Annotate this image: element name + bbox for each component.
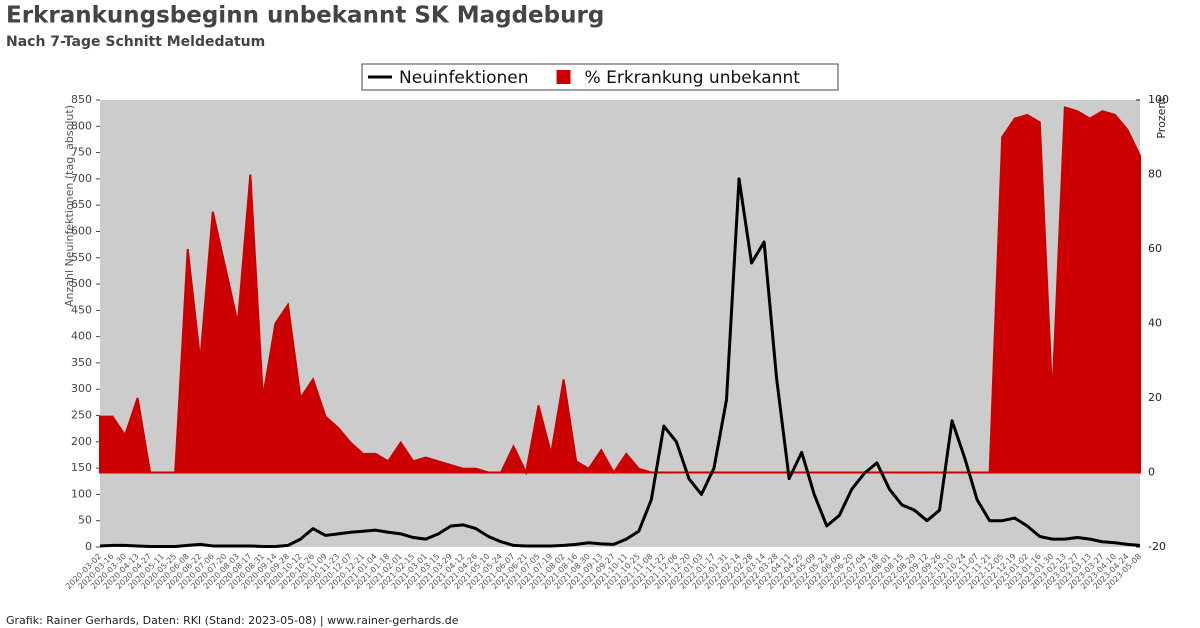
y2-tick-label: -20 (1148, 540, 1166, 553)
y-tick-label: 350 (71, 356, 92, 369)
y2-tick-label: 40 (1148, 317, 1162, 330)
y-tick-label: 0 (85, 540, 92, 553)
legend-swatch (556, 70, 571, 84)
chart-title: Erkrankungsbeginn unbekannt SK Magdeburg (6, 3, 604, 29)
y2-tick-label: 20 (1148, 391, 1162, 404)
footer: Grafik: Rainer Gerhards, Daten: RKI (Sta… (6, 614, 459, 627)
y-tick-label: 500 (71, 277, 92, 290)
chart-subtitle: Nach 7-Tage Schnitt Meldedatum (6, 34, 265, 50)
legend-box (361, 63, 839, 91)
y-tick-label: 750 (71, 146, 92, 159)
y-tick-label: 250 (71, 409, 92, 422)
y-tick-label: 100 (71, 487, 92, 500)
y-axis-label: Anzahl Neuinfektionen (tag. absolut) (63, 105, 76, 307)
y2-axis-label: Prozent (1155, 97, 1168, 139)
y-tick-label: 850 (71, 93, 92, 106)
y-tick-label: 400 (71, 330, 92, 343)
legend-label: % Erkrankung unbekannt (585, 68, 801, 88)
y-tick-label: 650 (71, 198, 92, 211)
y2-tick-label: 100 (1148, 93, 1169, 106)
legend: Neuinfektionen % Erkrankung unbekannt (361, 63, 839, 91)
percent-area (99, 106, 1141, 476)
y-tick-label: 600 (71, 224, 92, 237)
legend-label: Neuinfektionen (399, 68, 529, 88)
y-tick-label: 700 (71, 172, 92, 185)
y-tick-label: 800 (71, 119, 92, 132)
y-tick-label: 300 (71, 382, 92, 395)
y2-tick-label: 80 (1148, 168, 1162, 181)
y-tick-label: 50 (78, 514, 92, 527)
y-tick-label: 450 (71, 303, 92, 316)
cases-line (99, 177, 1141, 548)
y2-tick-label: 60 (1148, 242, 1162, 255)
y2-tick-label: 0 (1148, 466, 1155, 479)
y-tick-label: 200 (71, 435, 92, 448)
y-tick-label: 550 (71, 251, 92, 264)
y-tick-label: 150 (71, 461, 92, 474)
